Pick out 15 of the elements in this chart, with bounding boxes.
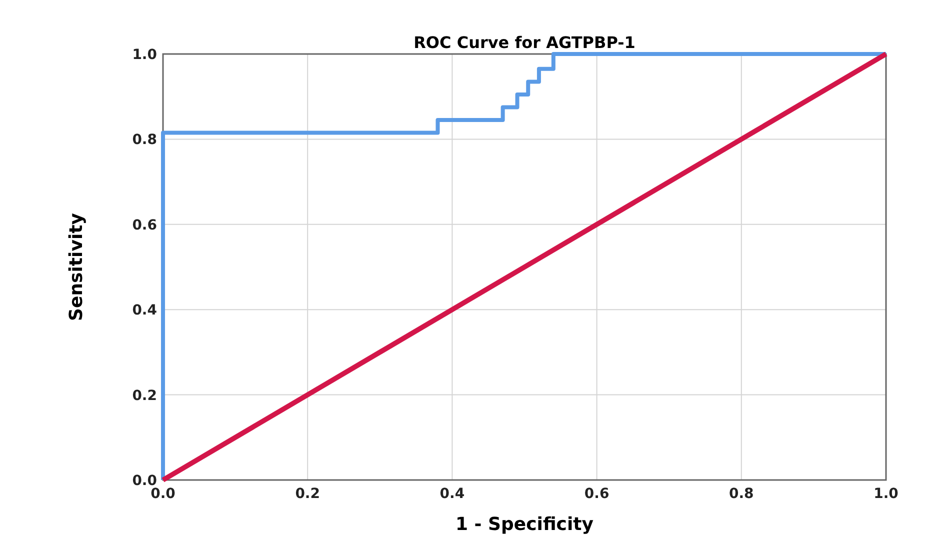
y-tick-label: 0.0: [132, 473, 158, 489]
x-tick-label: 0.2: [295, 486, 320, 502]
x-tick-label: 1.0: [874, 486, 899, 502]
y-tick-label: 1.0: [132, 47, 158, 63]
chart-title: ROC Curve for AGTPBP-1: [414, 33, 636, 52]
x-tick-label: 0.4: [440, 486, 465, 502]
y-tick-label: 0.8: [132, 132, 157, 148]
x-tick-label: 0.0: [150, 486, 176, 502]
y-tick-label: 0.2: [132, 388, 157, 404]
y-tick-label: 0.4: [132, 302, 158, 319]
x-tick-label: 0.8: [728, 486, 754, 502]
y-axis-title: Sensitivity: [66, 212, 87, 321]
y-tick-label: 0.6: [132, 217, 157, 234]
x-axis-title: 1 - Specificity: [456, 514, 594, 535]
x-tick-label: 0.6: [584, 486, 610, 502]
